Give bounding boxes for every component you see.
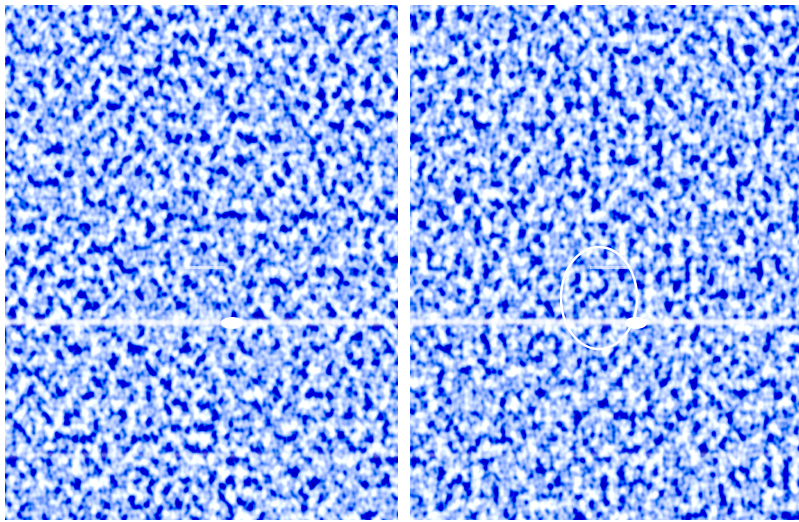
body xyxy=(0,0,799,522)
right-panel xyxy=(410,5,799,520)
image xyxy=(0,0,799,522)
bright-spot xyxy=(625,317,647,329)
faint-streak xyxy=(590,266,630,269)
faint-streak xyxy=(410,453,799,457)
bright-spot xyxy=(221,317,243,329)
faint-streak xyxy=(5,453,398,457)
streak xyxy=(410,319,799,325)
noise-field xyxy=(410,5,799,520)
page: Noise panels {} html, body { margin: 0; … xyxy=(0,0,799,522)
noise-field xyxy=(5,5,398,520)
faint-streak xyxy=(185,266,225,269)
streak xyxy=(5,319,398,325)
left-panel xyxy=(5,5,398,520)
